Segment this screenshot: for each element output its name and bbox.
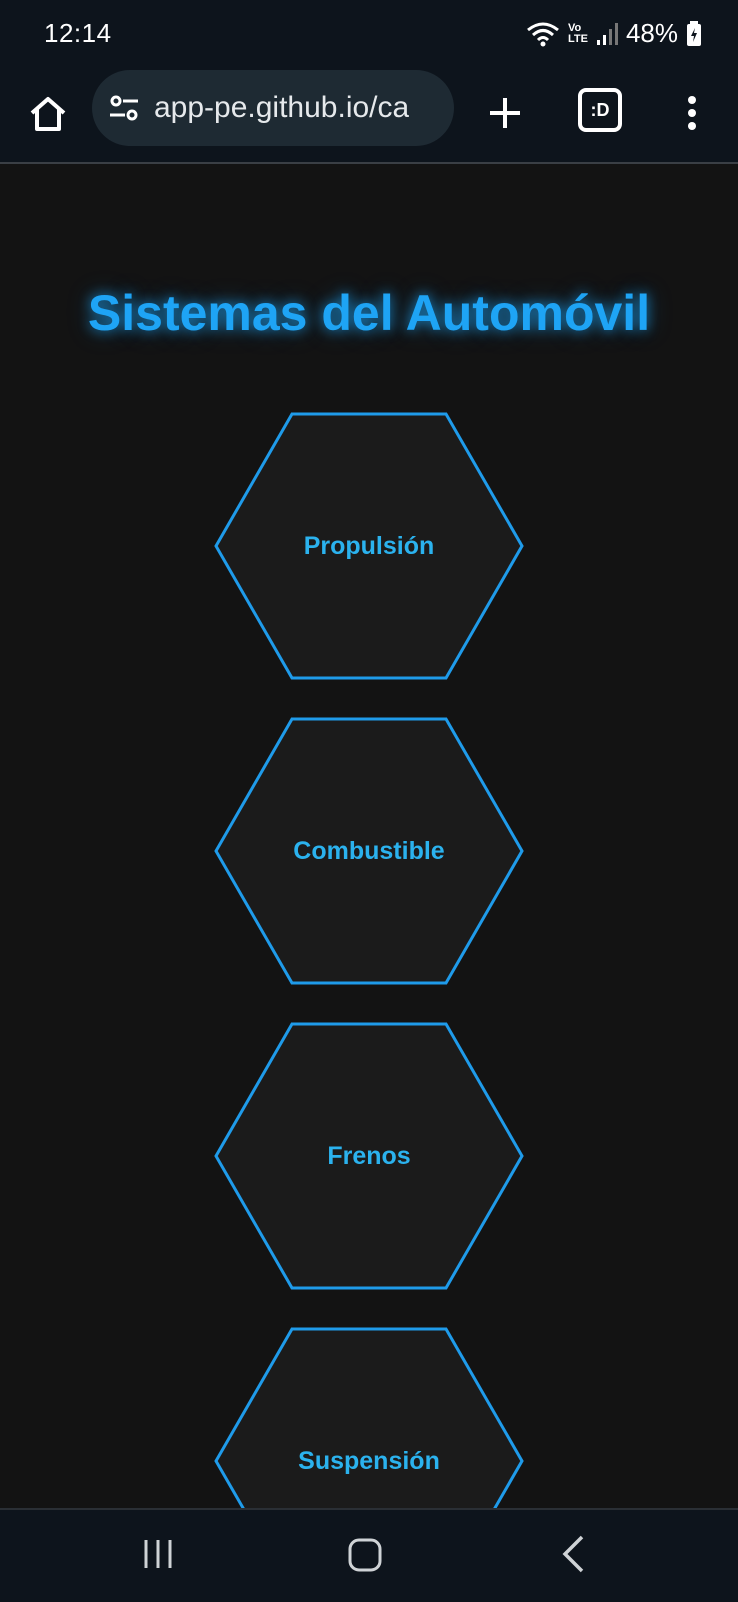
back-icon[interactable] [560, 1534, 586, 1574]
browser-toolbar: app-pe.github.io/ca :D [0, 70, 738, 164]
system-hex-suspension[interactable]: Suspensión [214, 1327, 524, 1508]
home-nav-icon[interactable] [348, 1538, 382, 1572]
wifi-icon [526, 21, 560, 47]
new-tab-button[interactable] [480, 88, 530, 138]
site-settings-icon[interactable] [108, 92, 140, 124]
system-label: Suspensión [298, 1446, 440, 1475]
recents-icon[interactable] [140, 1536, 176, 1572]
signal-icon [596, 22, 618, 46]
more-options-button[interactable] [672, 88, 712, 138]
navigation-bar [0, 1508, 738, 1602]
carrier-label: Vo [567, 21, 582, 34]
network-label: LTE [567, 32, 588, 45]
status-time: 12:14 [44, 18, 112, 48]
volte-icon: Vo LTE [567, 21, 588, 45]
system-label: Frenos [327, 1141, 411, 1170]
system-hex-frenos[interactable]: Frenos [214, 1022, 524, 1290]
url-text[interactable]: app-pe.github.io/ca [154, 91, 410, 124]
more-vert-icon [688, 96, 696, 130]
address-bar[interactable]: app-pe.github.io/ca [92, 70, 454, 146]
tabs-icon-label: :D [590, 99, 610, 120]
status-icons: Vo LTE 48% [526, 18, 702, 49]
status-bar: 12:14 Vo LTE 48% [0, 0, 738, 70]
page-title: Sistemas del Automóvil [87, 285, 651, 341]
tabs-button[interactable]: :D [578, 88, 622, 132]
system-hex-combustible[interactable]: Combustible [214, 717, 524, 985]
battery-percent: 48% [625, 18, 678, 48]
system-hex-propulsion[interactable]: Propulsión [214, 412, 524, 680]
hexagon-shape [214, 1022, 524, 1290]
system-label: Combustible [293, 836, 445, 865]
hexagon-shape [214, 1327, 524, 1508]
page-content: Sistemas del Automóvil Propulsión Combus… [0, 164, 738, 1508]
home-button[interactable] [22, 88, 74, 140]
hexagon-shape [214, 412, 524, 680]
hexagon-shape [214, 717, 524, 985]
battery-charging-icon [686, 20, 702, 47]
new-tab-icon [490, 98, 520, 128]
home-icon [30, 97, 66, 131]
system-label: Propulsión [303, 531, 435, 560]
